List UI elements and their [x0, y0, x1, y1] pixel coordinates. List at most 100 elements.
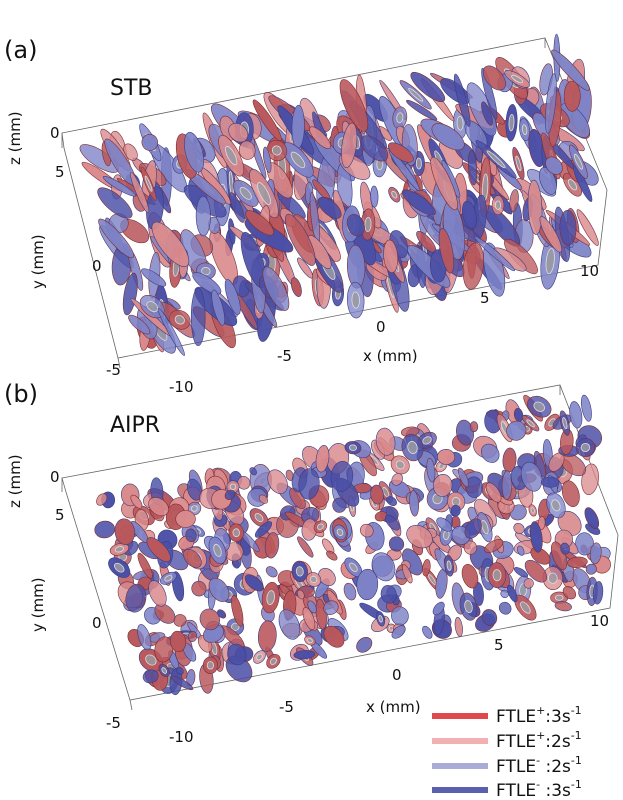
- vortex-blob: [249, 467, 257, 476]
- vortex-blob: [581, 463, 599, 496]
- vortex-blob: [128, 314, 151, 335]
- vortex-core: [422, 436, 432, 445]
- panel-b: (b) AIPR z (mm) 0 y (mm) 5 0 -5 -10 -5 0…: [4, 380, 619, 746]
- vortex-blob: [228, 123, 249, 143]
- vortex-blob: [244, 574, 264, 592]
- vortex-blob: [183, 132, 205, 173]
- vortex-blob: [176, 666, 184, 675]
- panel-b-x-axis-label: x (mm): [366, 698, 421, 716]
- legend-item-ftle-minus-2: FTLE- :2s-1: [432, 754, 582, 777]
- vortex-blob: [370, 185, 379, 208]
- vortex-blob: [151, 221, 190, 268]
- vortex-blob: [461, 564, 479, 589]
- vortex-blob: [384, 514, 400, 531]
- vortex-blob: [323, 600, 339, 615]
- vortex-blob: [332, 497, 347, 513]
- vortex-blob: [562, 586, 577, 600]
- vortex-core: [567, 179, 578, 191]
- vortex-core: [257, 182, 271, 205]
- panel-a-vortex-structures: [79, 33, 599, 356]
- vortex-blob: [141, 133, 159, 151]
- vortex-core: [521, 124, 528, 136]
- vortex-blob: [224, 489, 236, 500]
- panel-b-bounding-box: [61, 384, 619, 711]
- panel-a-y-tick-2: -5: [106, 361, 121, 379]
- vortex-blob: [454, 616, 463, 637]
- legend-label-value: :2s: [545, 732, 571, 752]
- vortex-blob: [506, 420, 527, 441]
- vortex-blob: [302, 607, 316, 630]
- vortex-blob: [195, 195, 211, 237]
- vortex-core: [113, 562, 125, 573]
- vortex-core: [225, 146, 238, 166]
- vortex-core: [145, 654, 157, 666]
- vortex-blob: [507, 584, 518, 603]
- vortex-core: [456, 116, 464, 131]
- vortex-blob: [561, 480, 580, 507]
- vortex-core: [191, 505, 198, 512]
- vortex-blob: [224, 279, 241, 315]
- panel-b-y-tick-0: 5: [55, 506, 65, 524]
- vortex-blob: [326, 550, 338, 561]
- vortex-blob: [238, 140, 256, 160]
- legend-label-sign: -: [536, 754, 540, 767]
- vortex-core: [349, 444, 357, 451]
- vortex-blob: [437, 448, 456, 465]
- vortex-core: [395, 460, 405, 470]
- vortex-blob: [576, 209, 599, 246]
- vortex-blob: [406, 524, 433, 549]
- vortex-core: [508, 114, 515, 132]
- panel-a-y-tick-0: 5: [55, 163, 65, 181]
- vortex-blob: [254, 521, 273, 538]
- vortex-core: [391, 190, 398, 199]
- vortex-blob: [173, 614, 187, 627]
- vortex-blob: [501, 470, 513, 500]
- legend-label-exp: -1: [571, 778, 582, 791]
- vortex-blob: [290, 277, 302, 297]
- vortex-blob: [453, 73, 471, 127]
- vortex-blob: [94, 520, 115, 539]
- vortex-blob: [484, 539, 504, 553]
- vortex-blob: [371, 552, 396, 582]
- vortex-blob: [545, 73, 557, 134]
- vortex-blob: [330, 461, 354, 492]
- vortex-blob: [541, 476, 560, 488]
- vortex-blob: [297, 257, 314, 279]
- vortex-blob: [175, 510, 196, 528]
- vortex-core: [307, 637, 313, 644]
- vortex-blob: [285, 469, 294, 481]
- panel-a-y-tick-1: 0: [92, 257, 102, 275]
- vortex-core: [415, 157, 422, 170]
- vortex-blob: [339, 79, 369, 132]
- vortex-core: [256, 653, 263, 661]
- vortex-core: [562, 417, 568, 430]
- vortex-blob: [187, 478, 202, 501]
- vortex-blob: [125, 583, 147, 613]
- vortex-core: [161, 667, 168, 674]
- panel-a-x-tick-4: 10: [580, 262, 599, 280]
- vortex-blob: [465, 476, 483, 498]
- vortex-blob: [199, 608, 220, 631]
- vortex-blob: [96, 493, 108, 506]
- vortex-blob: [137, 624, 152, 651]
- vortex-blob: [554, 601, 572, 612]
- panel-a-x-tick-3: 5: [480, 289, 490, 307]
- panel-a-x-tick-2: 0: [376, 318, 386, 336]
- vortex-core: [309, 575, 318, 584]
- vortex-blob: [480, 443, 500, 463]
- legend: FTLE+:3s-1 FTLE+:2s-1 FTLE- :2s-1 FTLE- …: [432, 704, 582, 800]
- vortex-blob: [183, 548, 202, 568]
- vortex-blob: [509, 189, 519, 213]
- vortex-blob: [422, 559, 431, 577]
- vortex-core: [295, 566, 304, 577]
- vortex-blob: [192, 272, 222, 295]
- vortex-blob: [229, 192, 245, 223]
- legend-label-base: FTLE: [496, 707, 536, 727]
- vortex-core: [408, 87, 424, 102]
- vortex-blob: [284, 213, 316, 266]
- panel-a-z-axis-label: z (mm): [6, 111, 24, 165]
- vortex-blob: [527, 179, 543, 235]
- vortex-core: [351, 291, 360, 309]
- vortex-blob: [245, 210, 275, 236]
- vortex-blob: [500, 589, 509, 598]
